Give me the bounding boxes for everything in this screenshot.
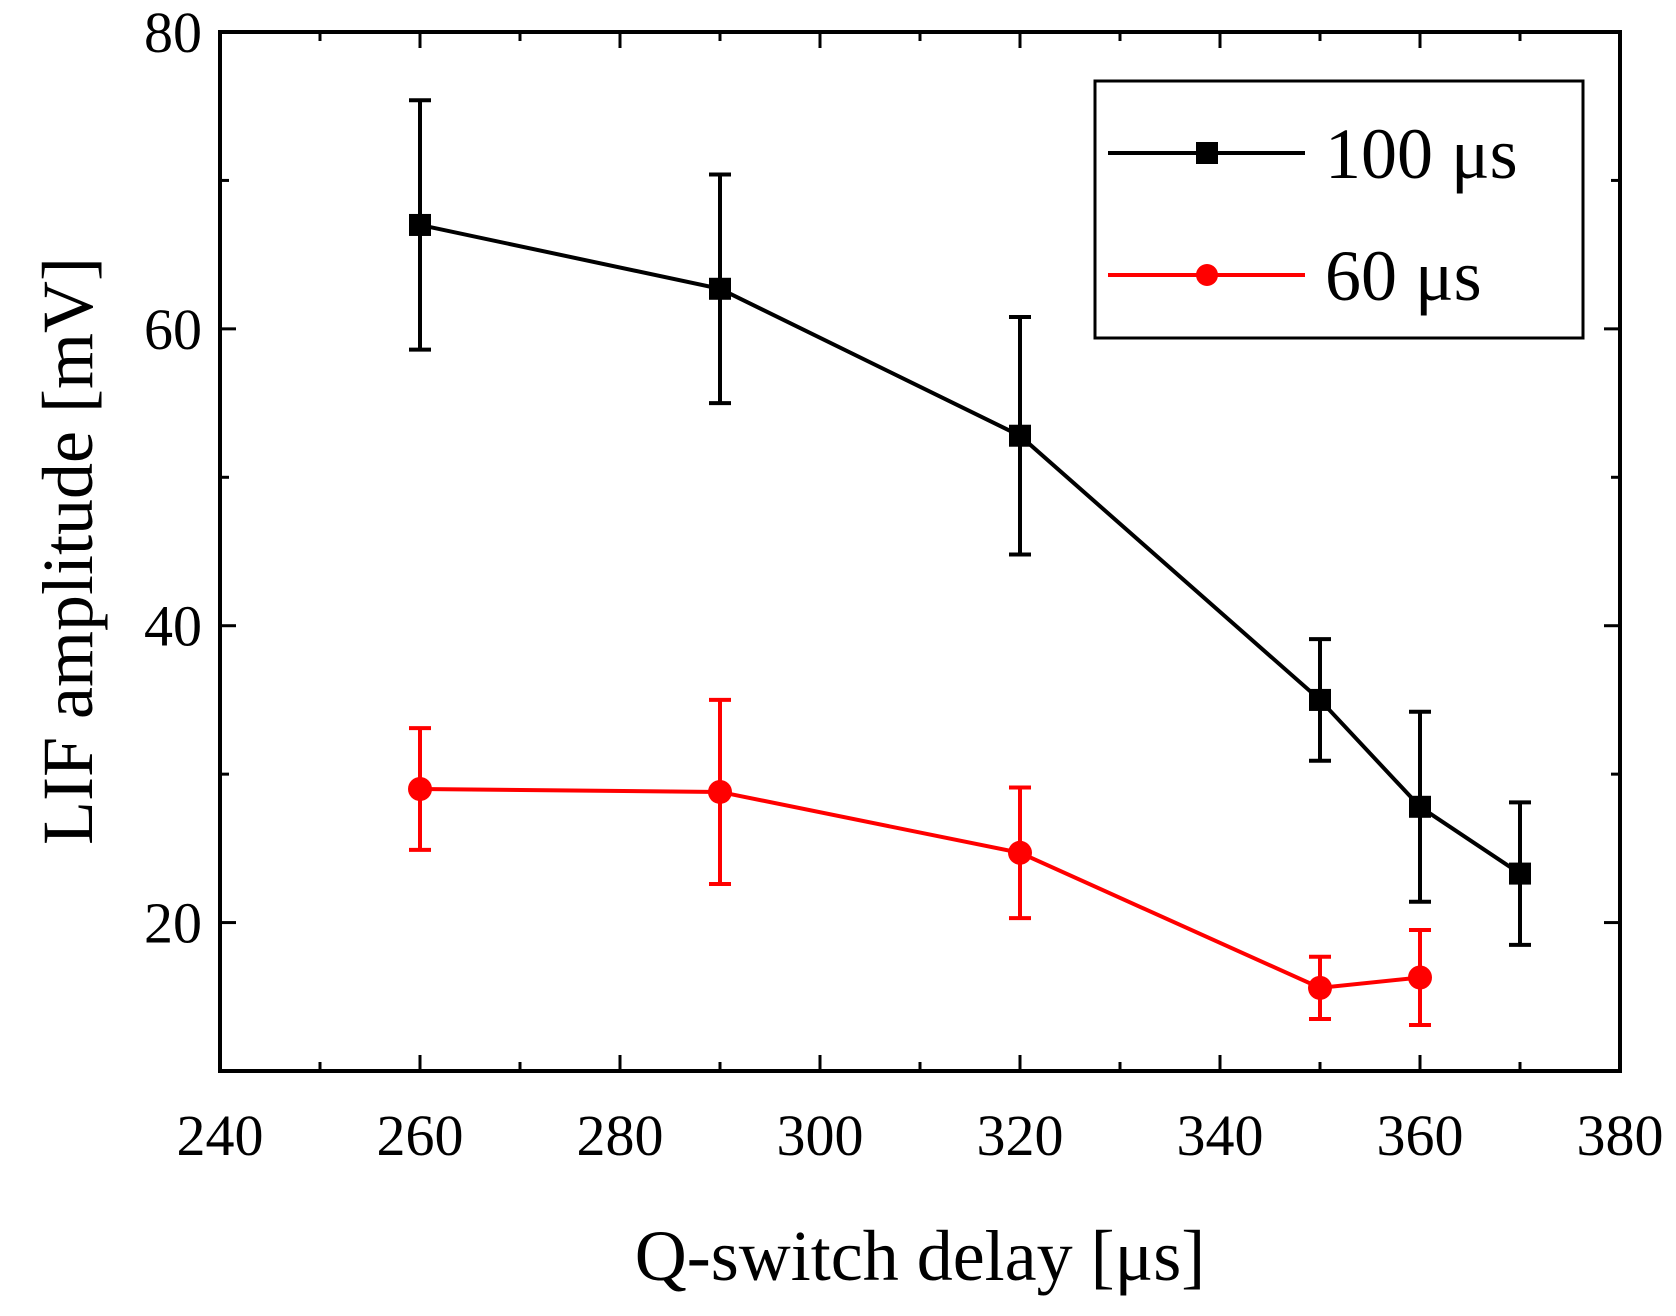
y-tick-label-20: 20 — [144, 891, 202, 956]
data-point — [1409, 795, 1431, 818]
data-point — [1009, 424, 1031, 447]
legend-label-60us: 60 μs — [1325, 236, 1482, 316]
data-point — [709, 277, 731, 300]
y-tick-label-40: 40 — [144, 594, 202, 659]
y-axis-title: LIF amplitude [mV] — [28, 257, 108, 845]
x-tick-label-380: 380 — [1577, 1103, 1664, 1168]
x-tick-label-320: 320 — [977, 1103, 1064, 1168]
x-tick-label-280: 280 — [577, 1103, 664, 1168]
data-point — [409, 213, 431, 236]
x-axis-title: Q-switch delay [μs] — [635, 1216, 1205, 1296]
data-point — [1408, 965, 1432, 990]
x-tick-label-360: 360 — [1377, 1103, 1464, 1168]
axis-ticks: 240 260 280 300 320 340 360 380 20 40 60 80 — [144, 0, 1664, 1168]
x-tick-label-260: 260 — [377, 1103, 464, 1168]
legend: 100 μs 60 μs — [1093, 79, 1585, 340]
x-tick-label-300: 300 — [777, 1103, 864, 1168]
legend-box — [1093, 79, 1585, 340]
series-line-1 — [419, 786, 1421, 990]
y-tick-label-80: 80 — [144, 0, 202, 65]
data-point — [1309, 688, 1331, 711]
series-0 — [409, 98, 1531, 947]
data-point — [708, 779, 732, 804]
x-tick-label-340: 340 — [1177, 1103, 1264, 1168]
series-layer — [408, 98, 1531, 1027]
data-point — [1509, 862, 1531, 885]
legend-label-100us: 100 μs — [1325, 114, 1518, 194]
data-point — [408, 776, 432, 801]
series-1 — [408, 697, 1432, 1027]
y-tick-label-60: 60 — [144, 297, 202, 362]
x-tick-label-240: 240 — [177, 1103, 264, 1168]
data-point — [1008, 840, 1032, 865]
legend-marker-60us — [1196, 264, 1218, 286]
legend-marker-100us — [1196, 142, 1218, 164]
series-line-0 — [419, 223, 1522, 876]
data-point — [1308, 975, 1332, 1000]
